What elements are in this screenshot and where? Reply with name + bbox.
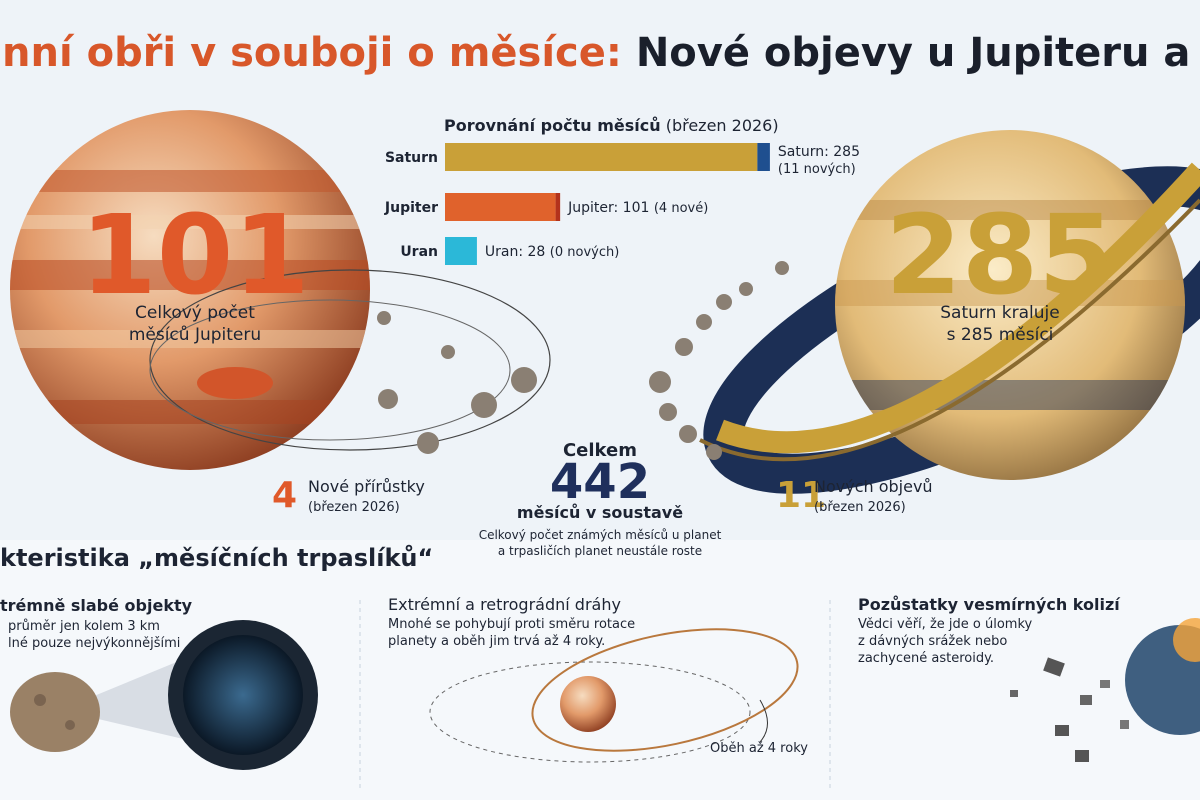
jupiter-count: 101 xyxy=(80,191,310,319)
card-text: lné pouze nejvýkonnějšími xyxy=(8,636,180,651)
card-text: Mnohé se pohybují proti směru rotace xyxy=(388,617,635,632)
title: nní obři v souboji o měsíce: Nové objevy… xyxy=(2,30,1200,76)
saturn-count: 285 xyxy=(885,191,1115,319)
bar-label-group: Jupiter: 101 (4 nové) xyxy=(567,200,708,216)
card-text: planety a oběh jim trvá až 4 roky. xyxy=(388,634,605,649)
bar-label: Saturn: 285 xyxy=(778,144,860,160)
chart-subtitle: (březen 2026) xyxy=(666,116,779,135)
saturn-caption: Saturn kraluje xyxy=(940,303,1059,323)
bar-label-group: Uran: 28 (0 nových) xyxy=(485,244,619,260)
bar-note: (0 nových) xyxy=(550,245,620,260)
bar-note: (11 nových) xyxy=(778,162,856,177)
card-text: průměr jen kolem 3 km xyxy=(8,619,160,634)
bar-segment xyxy=(757,143,770,171)
chart-title-main: Porovnání počtu měsíců xyxy=(444,116,661,135)
total-label: Celkem xyxy=(563,440,637,461)
saturn-new-label: Nových objevů xyxy=(814,477,933,496)
jupiter-new-count: 4 xyxy=(272,475,297,516)
category-label: Uran xyxy=(400,244,438,260)
bar-segment xyxy=(445,143,758,171)
total-note: Celkový počet známých měsíců u planet xyxy=(479,528,722,542)
bar-segment xyxy=(445,237,477,265)
card-title: trémně slabé objekty xyxy=(0,596,193,615)
saturn-new-date: (březen 2026) xyxy=(814,500,906,515)
saturn-caption: s 285 měsíci xyxy=(947,325,1054,345)
chart-title: Porovnání počtu měsíců (březen 2026) xyxy=(444,116,779,135)
total-unit: měsíců v soustavě xyxy=(517,503,683,522)
collision-illustration xyxy=(1010,618,1200,762)
card-text: z dávných srážek nebo xyxy=(858,634,1007,649)
jupiter-caption: Celkový počet xyxy=(135,303,255,323)
saturn-illustration xyxy=(649,130,1200,494)
saturn-new-count: 11 xyxy=(776,475,826,516)
card-title: Pozůstatky vesmírných kolizí xyxy=(858,595,1121,614)
jupiter-new-date: (březen 2026) xyxy=(308,500,400,515)
section-heading: kteristika „měsíčních trpaslíků“ xyxy=(0,544,433,572)
card-text: zachycené asteroidy. xyxy=(858,651,994,666)
title-part: Nové objevy u Jupiteru a Satur xyxy=(636,30,1200,76)
card-title: Extrémní a retrográdní dráhy xyxy=(388,595,621,614)
bar-label: Jupiter: 101 xyxy=(567,200,649,216)
orbit-annotation: Oběh až 4 roky xyxy=(710,741,808,756)
title-part: nní obři v souboji o měsíce: xyxy=(2,30,622,76)
orbit-illustration xyxy=(429,628,799,763)
jupiter-new-label: Nové přírůstky xyxy=(308,477,425,496)
bar-segment xyxy=(445,193,556,221)
telescope-illustration xyxy=(10,620,318,770)
jupiter-caption: měsíců Jupiteru xyxy=(129,325,261,345)
total-count: 442 xyxy=(550,454,650,510)
bar-note: (4 nové) xyxy=(654,201,708,216)
bar-label: Uran: 28 xyxy=(485,244,545,260)
category-label: Jupiter xyxy=(384,200,438,216)
jupiter-illustration xyxy=(10,110,551,470)
bar-segment xyxy=(555,193,561,221)
card-text: Vědci věří, že jde o úlomky xyxy=(858,617,1033,632)
bar-chart: Saturn Saturn: 285 (11 nových) Jupiter Jupit… xyxy=(384,143,860,265)
total-note: a trpasličích planet neustále roste xyxy=(498,544,702,558)
category-label: Saturn xyxy=(385,150,438,166)
